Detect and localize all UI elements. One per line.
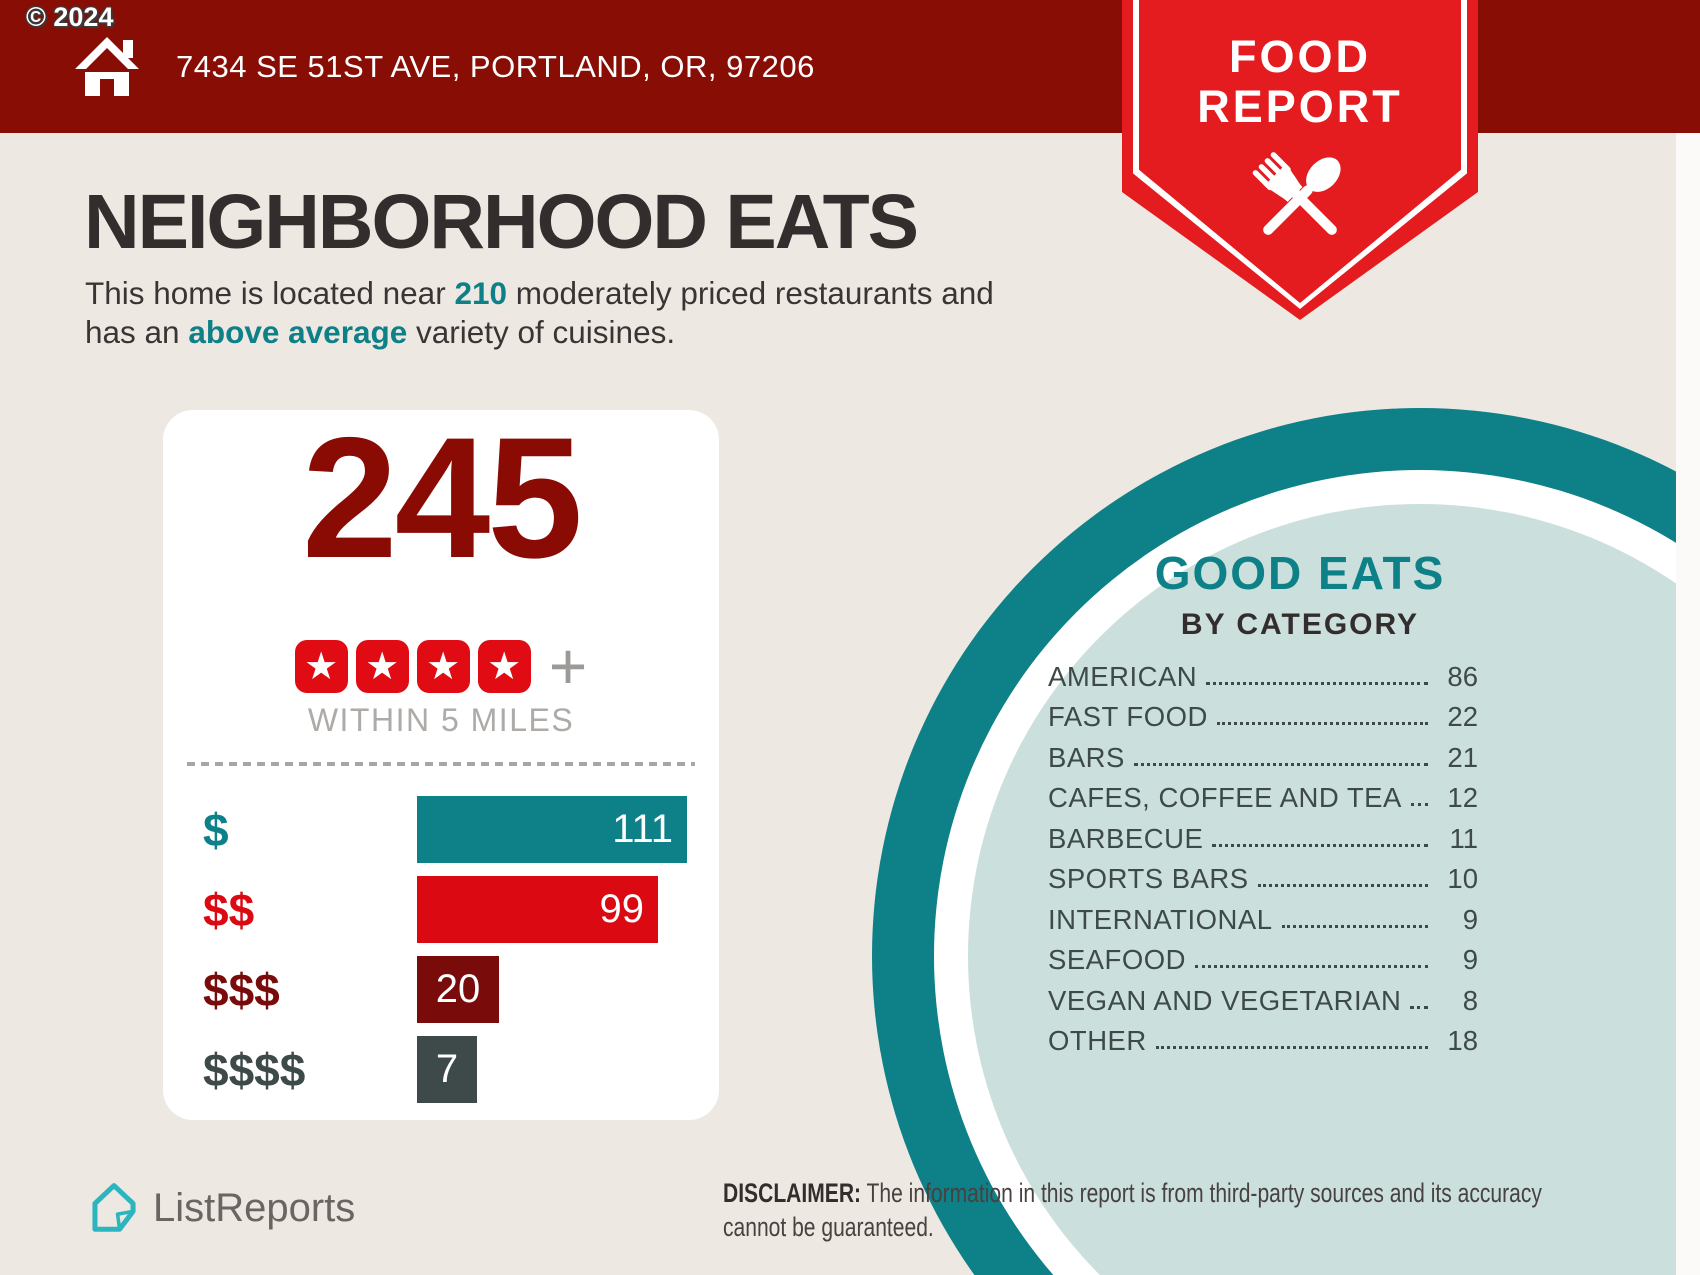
good-eats-header: GOOD EATS BY CATEGORY [1040, 546, 1560, 642]
total-restaurant-count: 245 [302, 402, 583, 594]
good-eats-title: GOOD EATS [1154, 547, 1446, 599]
good-eats-subtitle: BY CATEGORY [1180, 608, 1420, 641]
dotted-leader [1257, 884, 1428, 887]
category-row: SPORTS BARS 10 [1048, 855, 1478, 896]
star-icon: ★ [416, 640, 470, 693]
category-value: 8 [1462, 984, 1478, 1016]
disclaimer-text: The information in this report is from t… [723, 1178, 1542, 1242]
dotted-leader [1155, 1046, 1428, 1049]
home-icon [75, 37, 139, 96]
intro-line-2: has an above average variety of cuisines… [85, 314, 676, 350]
star-icon: ★ [294, 640, 348, 693]
category-row: INTERNATIONAL 9 [1048, 895, 1478, 936]
category-row: SEAFOOD 9 [1048, 936, 1478, 977]
category-row: BARBECUE 11 [1048, 814, 1478, 855]
dotted-leader [1206, 681, 1428, 685]
disclaimer: DISCLAIMER: The information in this repo… [723, 1176, 1550, 1244]
price-bar: 7 [417, 1036, 477, 1103]
price-bar-row: $111 [203, 796, 719, 863]
ribbon-title-line2: REPORT [1197, 81, 1403, 132]
category-value: 10 [1447, 863, 1478, 894]
restaurant-count: 210 [454, 275, 507, 311]
category-name: VEGAN AND VEGETARIAN [1048, 984, 1402, 1016]
category-name: OTHER [1048, 1025, 1147, 1056]
intro-paragraph: This home is located near 210 moderately… [85, 274, 1145, 352]
category-name: SEAFOOD [1048, 944, 1186, 975]
dotted-leader [1410, 1005, 1428, 1009]
price-tier-label: $ [203, 803, 229, 856]
price-tier-label: $$$ [203, 963, 280, 1016]
price-bar: 99 [417, 876, 658, 943]
dotted-leader [1133, 762, 1428, 766]
price-bar: 111 [417, 796, 687, 863]
category-row: OTHER 18 [1048, 1017, 1478, 1058]
dotted-leader [1281, 924, 1428, 928]
category-value: 21 [1447, 741, 1478, 773]
food-report-ribbon: FOOD REPORT [1122, 0, 1478, 320]
star-icon: ★ [355, 640, 409, 693]
category-name: SPORTS BARS [1048, 863, 1249, 894]
category-row: CAFES, COFFEE AND TEA 12 [1048, 774, 1478, 815]
ribbon-title-line1: FOOD [1229, 31, 1371, 82]
dotted-leader [1194, 965, 1428, 968]
category-value: 18 [1447, 1025, 1478, 1056]
intro-line-1: This home is located near 210 moderately… [85, 275, 994, 311]
page-title: NEIGHBORHOOD EATS [84, 179, 919, 265]
star-icon: ★ [477, 640, 531, 693]
property-address: 7434 SE 51ST AVE, PORTLAND, OR, 97206 [176, 48, 815, 84]
category-name: AMERICAN [1048, 660, 1198, 692]
category-value: 12 [1447, 782, 1478, 813]
category-row: VEGAN AND VEGETARIAN 8 [1048, 976, 1478, 1017]
category-value: 22 [1447, 701, 1478, 732]
copyright-text: © 2024 [26, 2, 114, 32]
plus-sign: + [548, 629, 588, 703]
ribbon-title: FOOD REPORT [1122, 32, 1478, 132]
category-name: INTERNATIONAL [1048, 903, 1273, 935]
listreports-wordmark: ListReports [153, 1185, 356, 1230]
price-bar-row: $$$$ 7 [203, 1036, 719, 1103]
category-value: 11 [1449, 822, 1478, 854]
listreports-house-icon [92, 1183, 136, 1232]
category-name: CAFES, COFFEE AND TEA [1048, 782, 1402, 813]
price-bar-value: 20 [435, 967, 481, 1011]
category-name: BARS [1048, 741, 1125, 773]
category-value: 9 [1462, 944, 1478, 975]
category-name: FAST FOOD [1048, 701, 1208, 732]
listreports-logo: ListReports [86, 1180, 355, 1236]
category-row: AMERICAN 86 [1048, 652, 1478, 693]
price-tier-label: $$$$ [203, 1043, 306, 1096]
price-bar: 20 [417, 956, 499, 1023]
variety-highlight: above average [188, 314, 408, 350]
category-name: BARBECUE [1048, 822, 1204, 854]
price-bar-value: 99 [599, 887, 645, 931]
right-page-margin [1676, 133, 1700, 1275]
restaurant-stats-card: 245 ★ ★ ★ ★ + WITHIN 5 MILES $111 $$ 99 $$$ 20 $$… [163, 410, 719, 1120]
disclaimer-label: DISCLAIMER: [723, 1178, 862, 1208]
dotted-leader [1410, 803, 1428, 806]
radius-note: WITHIN 5 MILES [307, 702, 575, 738]
price-bar-row: $$$ 20 [203, 956, 719, 1023]
category-value: 86 [1447, 660, 1478, 692]
price-bar-row: $$ 99 [203, 876, 719, 943]
category-row: FAST FOOD 22 [1048, 693, 1478, 734]
star-rating: ★ ★ ★ ★ + [163, 629, 719, 703]
spoon-fork-icon [1252, 152, 1341, 235]
price-tier-label: $$ [203, 883, 255, 936]
price-bar-value: 111 [612, 807, 673, 851]
category-list: AMERICAN 86 FAST FOOD 22 BARS 21 CAFES, COFFEE… [1048, 652, 1478, 1057]
dotted-leader [1216, 722, 1428, 725]
price-bar-value: 7 [435, 1047, 459, 1091]
category-value: 9 [1462, 903, 1478, 935]
dotted-leader [1212, 843, 1428, 847]
price-bars: $111 $$ 99 $$$ 20 $$$$ 7 [163, 796, 719, 1116]
dashed-divider [187, 762, 695, 766]
category-row: BARS 21 [1048, 733, 1478, 774]
